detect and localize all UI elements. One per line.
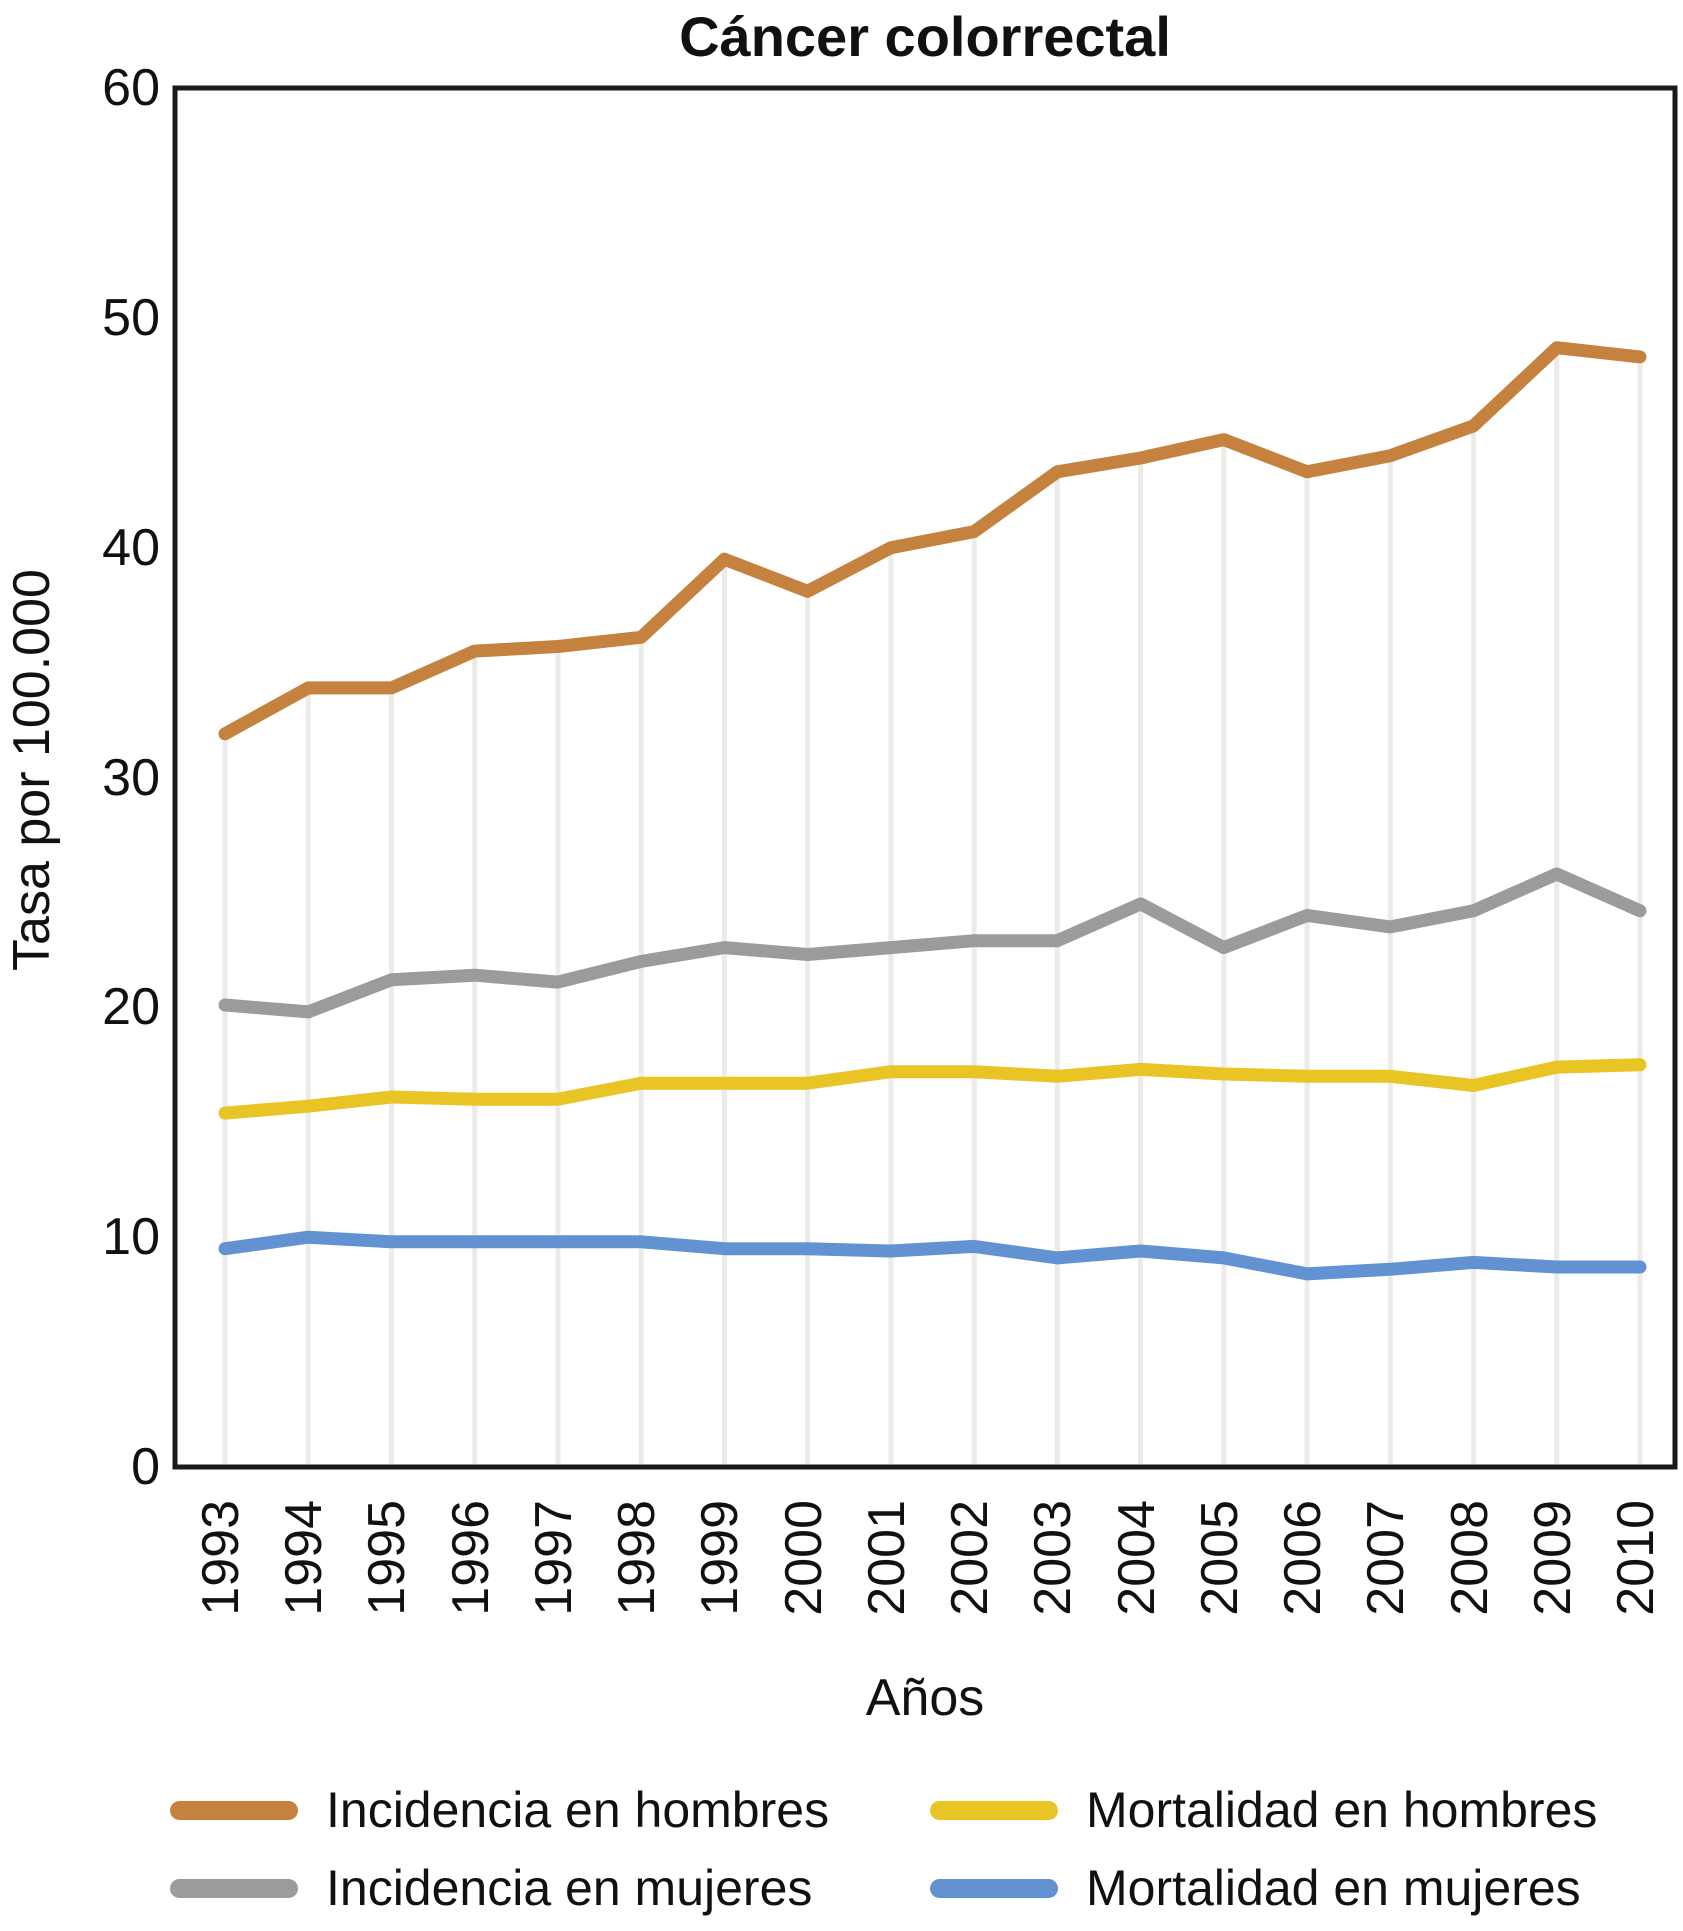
chart-title: Cáncer colorrectal [679,5,1171,68]
x-tick-2003: 2003 [1024,1500,1083,1616]
x-tick-1993: 1993 [192,1500,250,1616]
x-tick-1998: 1998 [608,1500,667,1616]
y-tick-40: 40 [102,518,160,577]
x-tick-1995: 1995 [358,1500,417,1616]
legend-swatch-incidencia-hombres [170,1800,298,1820]
x-tick-2002: 2002 [941,1500,1000,1616]
y-tick-30: 30 [102,748,160,807]
legend-item-mortalidad-hombres: Mortalidad en hombres [930,1780,1597,1840]
x-tick-1996: 1996 [441,1500,500,1616]
x-tick-2010: 2010 [1607,1500,1665,1616]
y-axis-title: Tasa por 100.000 [3,569,61,971]
x-tick-1994: 1994 [275,1500,334,1616]
legend-item-incidencia-hombres: Incidencia en hombres [170,1780,829,1840]
plot-border [172,85,1678,1470]
x-tick-2006: 2006 [1274,1500,1333,1616]
legend-label-incidencia-mujeres: Incidencia en mujeres [326,1860,813,1916]
x-tick-2000: 2000 [774,1500,833,1616]
x-tick-2005: 2005 [1190,1500,1249,1616]
series-line-mortalidad-en-mujeres [218,1230,1647,1281]
legend-item-incidencia-mujeres: Incidencia en mujeres [170,1858,812,1918]
legend-label-mortalidad-hombres: Mortalidad en hombres [1086,1782,1598,1838]
legend-label-incidencia-hombres: Incidencia en hombres [326,1782,830,1838]
x-tick-1997: 1997 [524,1500,583,1616]
y-tick-0: 0 [131,1438,160,1496]
x-axis-title: Años [865,1669,985,1727]
series-line-incidencia-en-hombres [218,341,1647,741]
x-tick-2004: 2004 [1107,1500,1166,1616]
y-tick-20: 20 [102,978,160,1037]
y-tick-10: 10 [102,1208,160,1267]
legend-swatch-mortalidad-mujeres [930,1878,1058,1898]
series-line-mortalidad-en-hombres [218,1058,1647,1120]
series-line-incidencia-en-mujeres [218,867,1647,1019]
x-tick-2007: 2007 [1357,1500,1416,1616]
x-tick-1999: 1999 [691,1500,750,1616]
y-tick-60: 60 [102,59,160,117]
y-tick-50: 50 [102,288,160,347]
x-tick-2009: 2009 [1523,1500,1582,1616]
legend-swatch-incidencia-mujeres [170,1878,298,1898]
legend-label-mortalidad-mujeres: Mortalidad en mujeres [1086,1860,1581,1916]
legend-item-mortalidad-mujeres: Mortalidad en mujeres [930,1858,1581,1918]
x-tick-2008: 2008 [1440,1500,1499,1616]
legend-swatch-mortalidad-hombres [930,1800,1058,1820]
x-tick-2001: 2001 [857,1500,916,1616]
